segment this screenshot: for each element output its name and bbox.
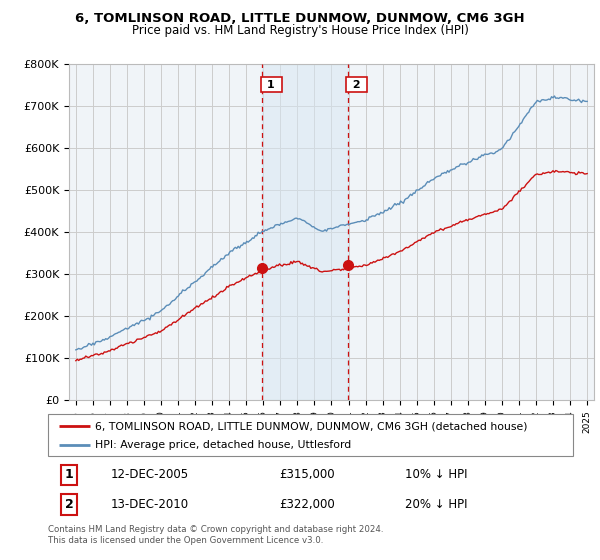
Text: 20% ↓ HPI: 20% ↓ HPI: [405, 498, 467, 511]
Text: 2: 2: [349, 80, 364, 90]
FancyBboxPatch shape: [48, 414, 573, 456]
Text: £315,000: £315,000: [279, 468, 335, 482]
Text: 10% ↓ HPI: 10% ↓ HPI: [405, 468, 467, 482]
Text: 6, TOMLINSON ROAD, LITTLE DUNMOW, DUNMOW, CM6 3GH (detached house): 6, TOMLINSON ROAD, LITTLE DUNMOW, DUNMOW…: [95, 421, 528, 431]
Text: 13-DEC-2010: 13-DEC-2010: [111, 498, 189, 511]
Bar: [262, 64, 347, 400]
Text: 1: 1: [263, 80, 279, 90]
Text: 1: 1: [65, 468, 73, 482]
Text: 6, TOMLINSON ROAD, LITTLE DUNMOW, DUNMOW, CM6 3GH: 6, TOMLINSON ROAD, LITTLE DUNMOW, DUNMOW…: [75, 12, 525, 25]
Text: HPI: Average price, detached house, Uttlesford: HPI: Average price, detached house, Uttl…: [95, 440, 352, 450]
Text: 12-DEC-2005: 12-DEC-2005: [111, 468, 189, 482]
Text: Price paid vs. HM Land Registry's House Price Index (HPI): Price paid vs. HM Land Registry's House …: [131, 24, 469, 36]
Text: Contains HM Land Registry data © Crown copyright and database right 2024.
This d: Contains HM Land Registry data © Crown c…: [48, 525, 383, 545]
Text: 2: 2: [65, 498, 73, 511]
Text: £322,000: £322,000: [279, 498, 335, 511]
